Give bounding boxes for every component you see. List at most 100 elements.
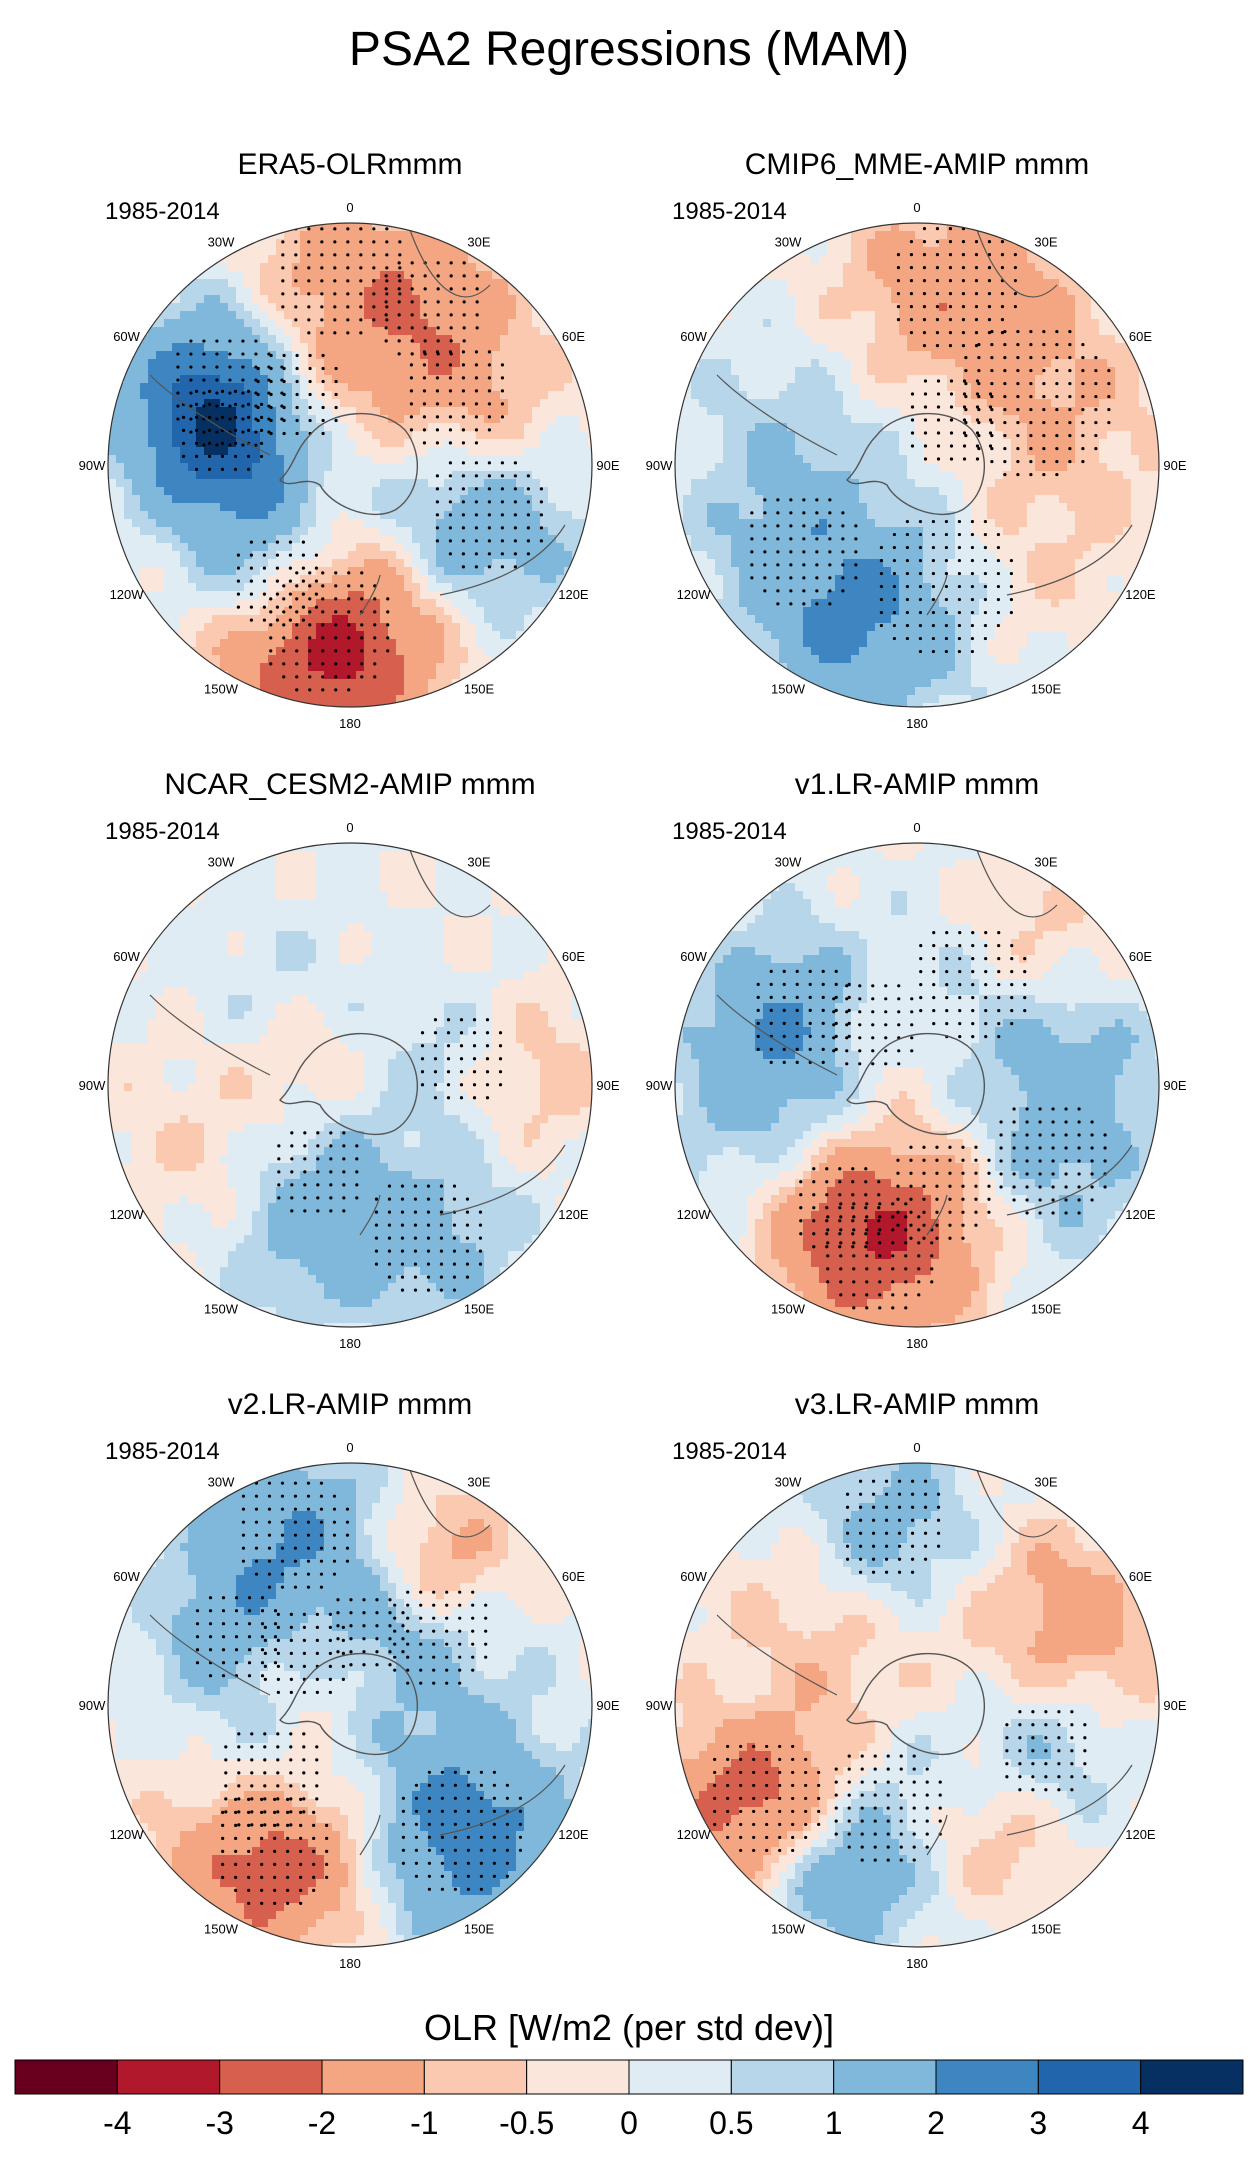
field-cell — [548, 519, 557, 528]
field-cell — [412, 551, 421, 560]
field-cell — [228, 423, 237, 432]
field-cell — [524, 359, 533, 368]
field-cell — [460, 703, 469, 707]
field-cell — [492, 559, 501, 568]
field-cell — [116, 343, 125, 352]
continent-coastline — [359, 574, 381, 616]
field-cell — [436, 631, 445, 640]
field-cell — [132, 383, 141, 392]
field-cell — [276, 655, 285, 664]
field-cell — [444, 631, 453, 640]
field-cell — [588, 591, 592, 600]
field-cell — [348, 343, 357, 352]
field-cell — [444, 671, 453, 680]
field-cell — [811, 255, 820, 264]
field-cell — [268, 615, 277, 624]
field-cell — [260, 519, 269, 528]
field-cell — [156, 247, 165, 256]
field-cell — [268, 271, 277, 280]
field-cell — [292, 487, 301, 496]
field-cell — [124, 455, 133, 464]
field-cell — [420, 255, 429, 264]
field-cell — [492, 599, 501, 608]
field-cell — [500, 223, 509, 232]
field-cell — [771, 311, 780, 320]
field-cell — [396, 407, 405, 416]
field-cell — [348, 647, 357, 656]
field-cell — [731, 271, 740, 280]
field-cell — [324, 463, 333, 472]
field-cell — [180, 647, 189, 656]
field-cell — [396, 495, 405, 504]
field-cell — [380, 631, 389, 640]
field-cell — [252, 263, 261, 272]
stipple-dot — [372, 227, 376, 231]
field-cell — [276, 543, 285, 552]
field-cell — [508, 679, 517, 688]
field-cell — [268, 471, 277, 480]
field-cell — [244, 503, 253, 512]
field-cell — [324, 423, 333, 432]
field-cell — [260, 383, 269, 392]
field-cell — [340, 311, 349, 320]
field-cell — [228, 303, 237, 312]
field-cell — [268, 655, 277, 664]
field-cell — [492, 439, 501, 448]
field-cell — [428, 279, 437, 288]
field-cell — [1035, 255, 1044, 264]
field-cell — [468, 375, 477, 384]
field-cell — [388, 431, 397, 440]
field-cell — [404, 287, 413, 296]
field-cell — [204, 423, 213, 432]
field-cell — [132, 679, 141, 688]
field-cell — [140, 551, 149, 560]
field-cell — [420, 239, 429, 248]
field-cell — [1123, 263, 1132, 272]
field-cell — [356, 535, 365, 544]
field-cell — [260, 367, 269, 376]
field-cell — [196, 383, 205, 392]
field-cell — [380, 423, 389, 432]
stipple-dot — [410, 274, 414, 278]
field-cell — [300, 407, 309, 416]
field-cell — [172, 575, 181, 584]
stipple-dot — [307, 305, 311, 309]
field-cell — [388, 351, 397, 360]
field-cell — [484, 607, 493, 616]
field-cell — [188, 431, 197, 440]
stipple-dot — [461, 500, 465, 504]
stipple-dot — [176, 352, 180, 356]
field-cell — [268, 247, 277, 256]
field-cell — [172, 679, 181, 688]
field-cell — [819, 271, 828, 280]
field-cell — [260, 447, 269, 456]
stipple-dot — [513, 526, 517, 530]
field-cell — [564, 655, 573, 664]
stipple-dot — [423, 274, 427, 278]
field-cell — [228, 311, 237, 320]
field-cell — [763, 223, 772, 232]
field-cell — [572, 559, 581, 568]
field-cell — [1099, 263, 1108, 272]
field-cell — [1107, 255, 1116, 264]
field-cell — [548, 415, 557, 424]
field-cell — [348, 607, 357, 616]
field-cell — [188, 399, 197, 408]
field-cell — [340, 631, 349, 640]
field-cell — [476, 663, 485, 672]
field-cell — [420, 663, 429, 672]
field-cell — [236, 375, 245, 384]
field-cell — [300, 607, 309, 616]
stipple-dot — [308, 353, 312, 358]
field-cell — [388, 303, 397, 312]
field-cell — [915, 303, 924, 312]
field-cell — [404, 271, 413, 280]
field-cell — [556, 263, 565, 272]
field-cell — [564, 607, 573, 616]
stipple-dot — [295, 610, 299, 614]
field-cell — [588, 567, 592, 576]
field-cell — [572, 575, 581, 584]
field-cell — [556, 559, 565, 568]
field-cell — [723, 247, 732, 256]
stipple-dot — [246, 467, 251, 472]
